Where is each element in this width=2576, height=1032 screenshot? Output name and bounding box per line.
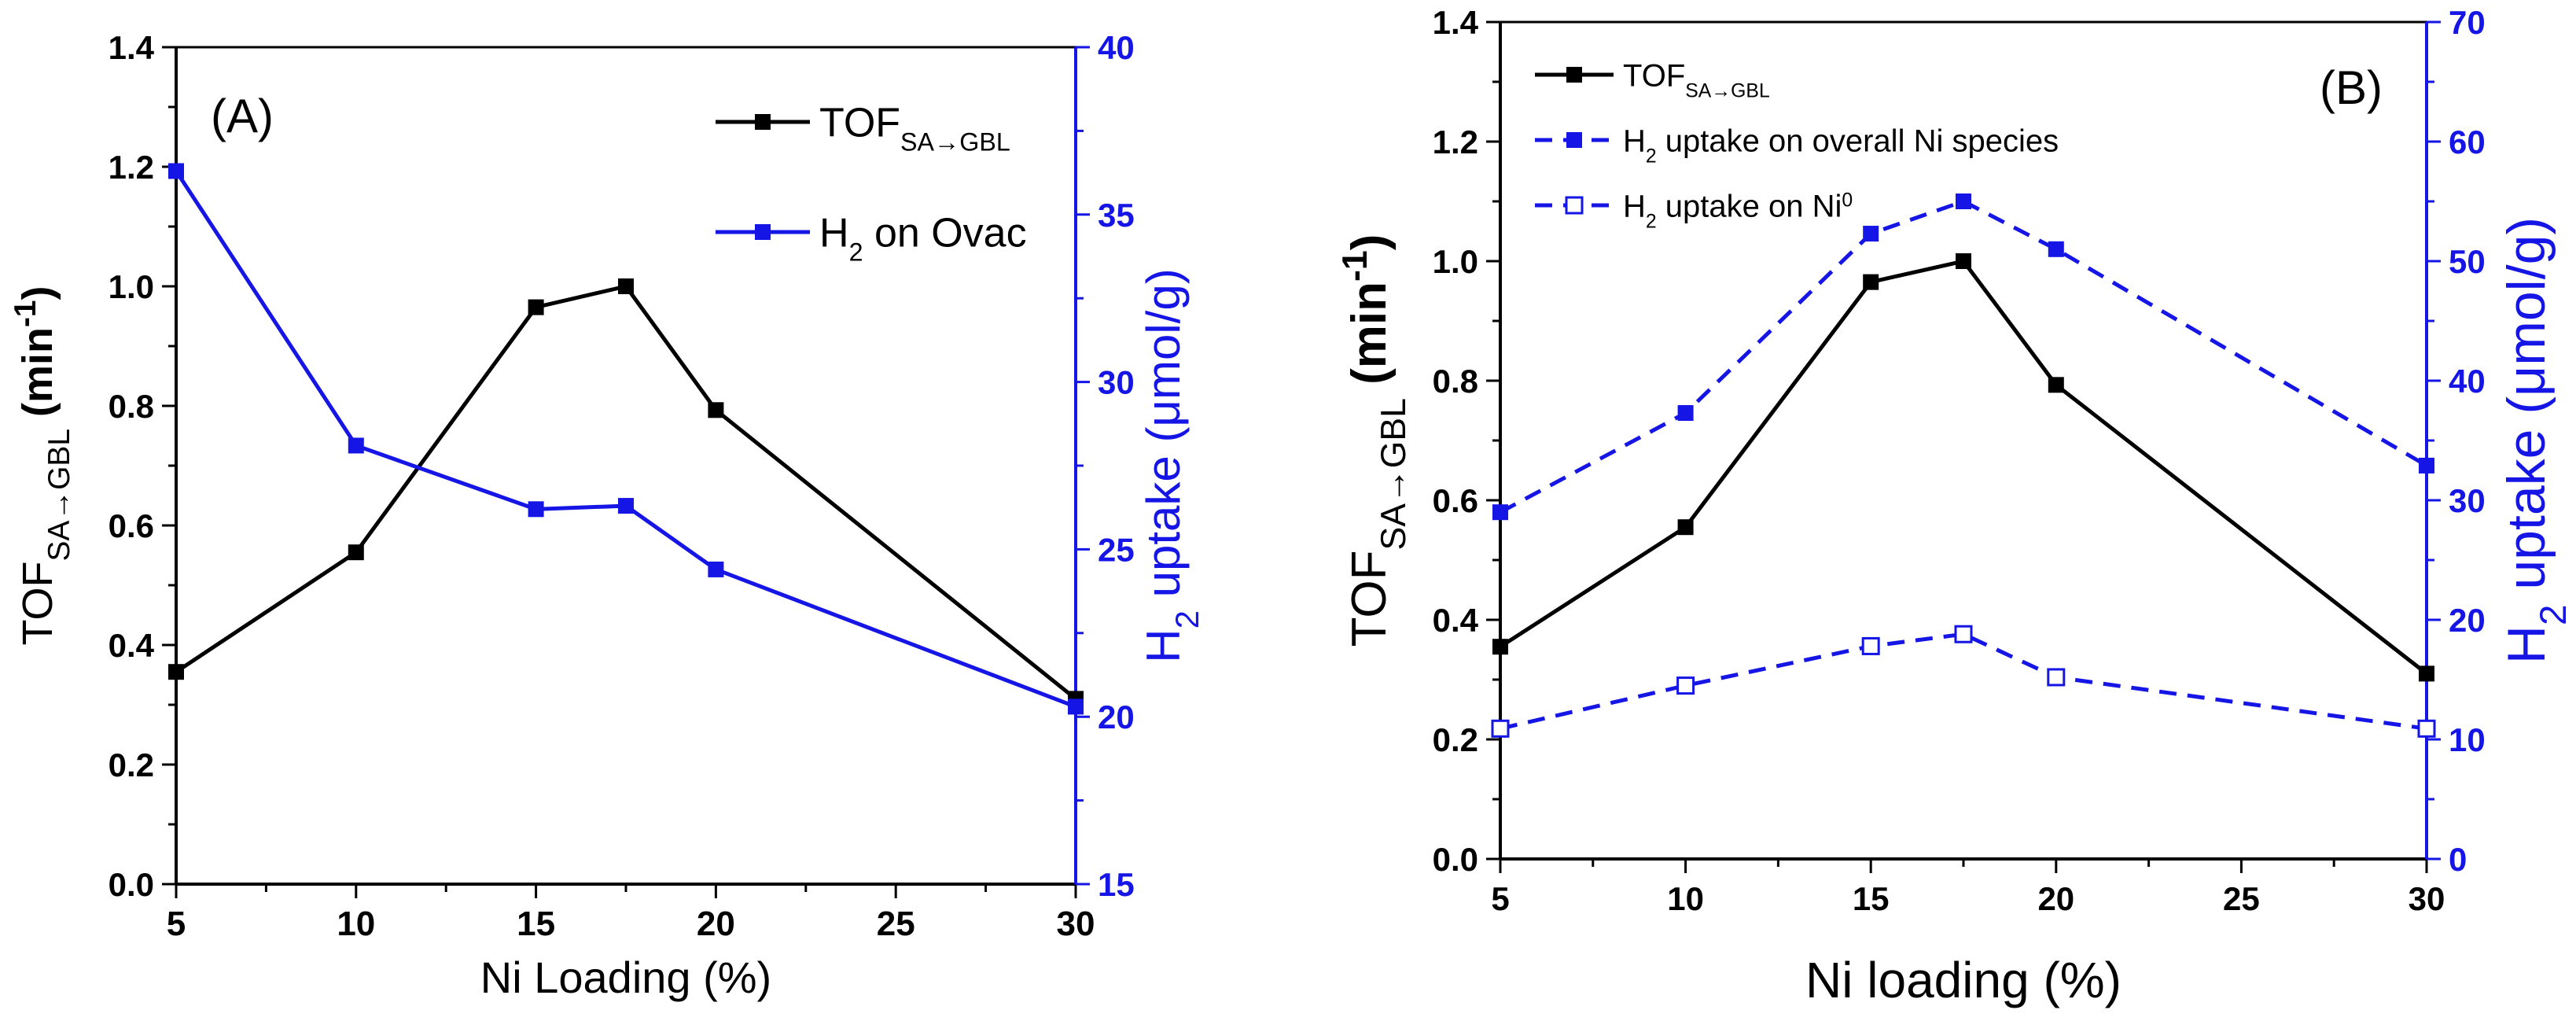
panel-b-series-2-point (1492, 504, 1508, 521)
panel-a-x-axis-label: Ni Loading (%) (480, 953, 771, 1002)
panel-a-left-y-tick-label: 1.4 (109, 29, 155, 66)
panel-a-series-1-legend-marker (755, 114, 771, 130)
panel-b-x-tick-label: 15 (1853, 880, 1890, 917)
panel-b-series-1-point (2419, 665, 2434, 682)
panel-a-series-1-point (168, 664, 184, 680)
panel-b-right-y-tick-label: 10 (2449, 721, 2486, 758)
panel-a-left-y-tick-label: 1.0 (109, 268, 154, 305)
panel-a-series-2-point (708, 561, 724, 577)
panel-b-series-1-point (1677, 519, 1694, 536)
panel-a-x-tick-label: 10 (337, 905, 375, 943)
panel-b-right-y-tick-label: 70 (2449, 4, 2486, 41)
panel-a-x-tick-label: 25 (877, 905, 915, 943)
panel-a-label: (A) (211, 90, 274, 142)
panel-a-right-y-axis-label: H2 uptake (μmol/g) (1137, 268, 1205, 662)
panel-a-series-1-point (348, 544, 364, 561)
panel-b-series-3-point (2417, 719, 2436, 738)
panel-b-x-tick-label: 25 (2223, 880, 2260, 917)
panel-b-right-y-tick-label: 50 (2449, 243, 2486, 280)
panel-a-series-1-point (618, 278, 634, 294)
panel-a-right-y-tick-label: 20 (1098, 698, 1135, 735)
panel-a-left-y-tick-label: 1.2 (109, 149, 154, 186)
panel-b-right-y-tick-label: 20 (2449, 602, 2486, 639)
panel-b-series-2-point (1863, 226, 1879, 242)
panel-a-series-2-point (1068, 698, 1084, 715)
panel-b-x-axis-label: Ni loading (%) (1805, 952, 2122, 1008)
panel-a-right-y-tick-label: 15 (1098, 866, 1135, 903)
panel-a-series-2-point (618, 498, 634, 514)
panel-b-series-3-point (1676, 676, 1695, 695)
panel-a-series-1-line (175, 284, 1077, 701)
panel-b-series-1-legend-label: TOFSA→GBL (1623, 58, 1770, 101)
panel-a-series-2-line (174, 170, 1076, 709)
panel-b-series-3-point (1861, 636, 1880, 655)
panel-a-left-y-tick-label: 0.4 (109, 627, 155, 664)
panel-b-right-y-tick-label: 30 (2449, 482, 2486, 519)
panel-b-right-y-tick-label: 0 (2449, 841, 2467, 878)
panel-a-left-y-axis-label: TOFSA→GBL (min-1) (9, 286, 76, 645)
panel-b-left-y-tick-label: 0.0 (1433, 841, 1478, 878)
panel-b-series-3-legend-label: H2 uptake on Ni0 (1623, 189, 1853, 232)
panel-a-left-y-tick-label: 0.6 (109, 507, 154, 544)
panel-a-series-2-point (528, 501, 544, 518)
panel-a-series-2-legend-marker (755, 224, 771, 240)
panel-a-series-1-legend-label: TOFSA→GBL (819, 101, 1010, 157)
panel-a-right-y-tick-label: 30 (1098, 364, 1135, 401)
panel-b-series-3-point (1954, 625, 1973, 643)
panel-b-left-y-tick-label: 1.2 (1433, 123, 1478, 160)
panel-b-series-1-point (1492, 639, 1508, 655)
panel-b-x-tick-label: 30 (2409, 880, 2445, 917)
panel-a-left-y-tick-label: 0.2 (109, 746, 154, 783)
chart-panel-b: 5 10 15 20 25 30 0.0 0.2 0.4 0.6 0.8 1.0 1.2 1.4 0 10 20… (1336, 4, 2574, 1008)
panel-b-right-y-axis-label: H2 uptake (μmol/g) (2497, 217, 2574, 664)
panel-b-left-y-tick-label: 1.4 (1433, 4, 1479, 41)
panel-b-series-2-point (2048, 241, 2064, 257)
panel-a-right-y-tick-label: 40 (1098, 29, 1135, 66)
panel-b-series-3-point (2047, 668, 2066, 687)
panel-b-left-y-axis-label: TOFSA→GBL (min-1) (1336, 234, 1413, 647)
panel-b-right-y-tick-label: 40 (2449, 363, 2486, 400)
panel-a-series-2-point (168, 163, 184, 179)
panel-b-x-tick-label: 5 (1491, 880, 1509, 917)
panel-b-left-y-tick-label: 0.8 (1433, 363, 1478, 400)
panel-b-left-y-tick-label: 0.2 (1433, 721, 1478, 758)
panel-a-right-y-tick-label: 35 (1098, 197, 1135, 234)
panel-a-left-y-tick-label: 0.0 (109, 866, 154, 903)
panel-b-left-y-tick-label: 1.0 (1433, 243, 1478, 280)
panel-a-x-tick-label: 30 (1057, 905, 1095, 943)
panel-b-series-1-legend-marker (1566, 67, 1582, 83)
panel-a-series-1-point (528, 299, 544, 315)
panel-b-series-1-point (1956, 253, 1971, 269)
panel-b-series-1-point (1863, 274, 1879, 290)
panel-b-series-3-point (1491, 719, 1510, 738)
panel-b-series-2-point (1956, 194, 1971, 209)
panel-a-left-y-tick-label: 0.8 (109, 388, 154, 425)
panel-a-series-2-point (348, 437, 364, 454)
panel-a-x-tick-label: 15 (517, 905, 555, 943)
panel-b-series-1-line (1499, 259, 2428, 676)
panel-b-series-2-point (2419, 457, 2434, 474)
panel-b-series-2-legend-marker (1566, 132, 1582, 148)
panel-a-series-2-legend-label: H2 on Ovac (819, 211, 1027, 267)
panel-b-left-y-tick-label: 0.6 (1433, 482, 1478, 519)
panel-a-x-tick-label: 5 (167, 905, 186, 943)
panel-a-right-y-tick-label: 25 (1098, 531, 1135, 568)
panel-a-series-1-point (708, 402, 724, 418)
panel-a-x-tick-label: 20 (697, 905, 735, 943)
panel-b-series-2-line (1499, 199, 2428, 514)
panel-b-x-tick-label: 10 (1667, 880, 1704, 917)
panel-b-right-y-tick-label: 60 (2449, 123, 2486, 160)
panel-b-series-1-point (2048, 377, 2064, 393)
chart-panel-a: 5 10 15 20 25 30 0.0 0.2 0.4 0.6 0.8 1.0 1.2 1.4 15 20 2… (9, 29, 1205, 1002)
panel-b-series-2-point (1677, 405, 1694, 422)
panel-b-series-3-legend-marker (1565, 196, 1584, 215)
panel-b-series-2-legend-label: H2 uptake on overall Ni species (1623, 123, 2059, 167)
panel-b-x-tick-label: 20 (2037, 880, 2074, 917)
panel-b-label: (B) (2320, 61, 2383, 114)
panel-b-left-y-tick-label: 0.4 (1433, 602, 1479, 639)
panel-b-series-3-line (1500, 632, 2427, 731)
